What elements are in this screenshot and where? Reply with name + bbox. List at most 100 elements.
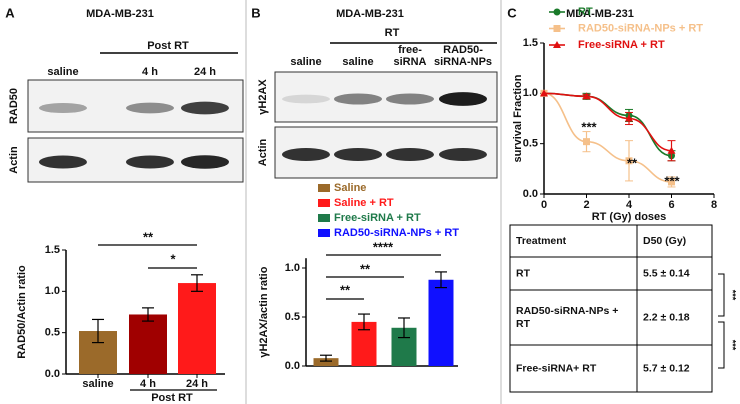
legend-label: RAD50-siRNA-NPs + RT <box>578 22 703 34</box>
legend-swatch <box>318 229 330 237</box>
series-line <box>543 92 672 183</box>
lane-label: free- <box>398 44 422 56</box>
table-border <box>509 224 713 393</box>
point <box>583 138 590 146</box>
significance-label: *** <box>728 290 738 301</box>
x-tick-label: 4 h <box>140 378 156 390</box>
significance-label: ** <box>627 155 638 170</box>
significance-label: *** <box>664 173 680 188</box>
legend-label: Saline + RT <box>334 197 394 209</box>
legend-label: Free-siRNA + RT <box>334 212 421 224</box>
x-tick-label: 4 <box>626 199 633 211</box>
significance-label: *** <box>728 340 738 351</box>
legend-label: Saline <box>334 182 366 194</box>
table-cell: 2.2 ± 0.18 <box>643 311 690 323</box>
group-label: Post RT <box>147 40 189 52</box>
legend-marker <box>553 41 561 48</box>
legend-marker <box>553 25 561 32</box>
bar <box>129 314 167 374</box>
lane-label: saline <box>342 56 373 68</box>
table-cell: RAD50-siRNA-NPs + <box>516 305 618 317</box>
legend-label: RAD50-siRNA-NPs + RT <box>334 227 459 239</box>
point <box>625 114 633 122</box>
y-tick-label: 1.0 <box>285 262 300 274</box>
point <box>625 157 633 165</box>
point <box>667 146 676 154</box>
table-cell: RT <box>516 267 531 279</box>
significance-label: *** <box>581 119 597 134</box>
blot-band <box>439 92 487 106</box>
x-tick-label: saline <box>82 378 113 390</box>
legend-swatch <box>318 214 330 222</box>
point <box>668 178 675 186</box>
chart-title: MDA-MB-231 <box>566 8 634 20</box>
blot-band <box>334 147 382 162</box>
legend-swatch <box>318 184 330 192</box>
x-tick-label: 0 <box>541 199 547 211</box>
lane-label: 4 h <box>142 66 158 78</box>
y-tick-label: 0.5 <box>523 138 538 150</box>
blot-band <box>282 147 330 162</box>
x-tick-label: 24 h <box>186 378 208 390</box>
blot-band <box>39 102 87 114</box>
panel-label: C <box>507 5 517 20</box>
x-axis-label: RT (Gy) doses <box>592 211 667 223</box>
blot-band <box>126 102 174 114</box>
y-tick-label: 1.5 <box>523 37 538 49</box>
bar <box>313 358 339 366</box>
blot-title: MDA-MB-231 <box>86 8 154 20</box>
row-label: Actin <box>8 146 20 174</box>
x-tick-label: 2 <box>583 199 589 211</box>
y-tick-label: 0.0 <box>523 188 538 200</box>
y-tick-label: 0.0 <box>45 368 60 380</box>
table-cell: D50 (Gy) <box>643 235 686 247</box>
y-axis-label: survival Fraction <box>512 74 524 162</box>
blot-band <box>181 155 229 169</box>
panel-label: B <box>251 5 260 20</box>
lane-label: siRNA <box>393 56 426 68</box>
group-label: Post RT <box>151 392 193 404</box>
x-tick-label: 6 <box>668 199 674 211</box>
blot-band <box>386 93 434 105</box>
row-label: RAD50 <box>8 88 20 124</box>
blot-title: MDA-MB-231 <box>336 8 404 20</box>
y-axis-label: γH2AX/actin ratio <box>258 266 270 357</box>
series-line <box>543 92 672 152</box>
point <box>582 92 591 100</box>
row-label: γH2AX <box>257 79 269 115</box>
group-label: RT <box>385 27 400 39</box>
y-tick-label: 1.0 <box>45 285 60 297</box>
y-tick-label: 0.5 <box>45 327 60 339</box>
legend-marker <box>553 8 561 16</box>
blot-band <box>334 93 382 105</box>
significance-label: ** <box>340 282 351 297</box>
y-tick-label: 0.5 <box>285 311 300 323</box>
significance-label: * <box>170 251 176 266</box>
table-cell: 5.7 ± 0.12 <box>643 362 690 374</box>
blot-band <box>439 147 487 162</box>
lane-label: saline <box>290 56 321 68</box>
significance-label: **** <box>373 239 394 254</box>
lane-label: saline <box>47 66 78 78</box>
blot-band <box>282 94 330 104</box>
lane-label: siRNA-NPs <box>434 56 492 68</box>
bar <box>428 279 454 366</box>
y-tick-label: 0.0 <box>285 360 300 372</box>
significance-bracket <box>718 273 725 317</box>
table-cell: RT <box>516 318 531 330</box>
legend-label: Free-siRNA + RT <box>578 39 665 51</box>
y-tick-label: 1.0 <box>523 87 538 99</box>
table-cell: Treatment <box>516 235 567 247</box>
lane-label: 24 h <box>194 66 216 78</box>
legend-swatch <box>318 199 330 207</box>
x-tick-label: 8 <box>711 199 717 211</box>
table-cell: 5.5 ± 0.14 <box>643 267 690 279</box>
blot-band <box>181 101 229 115</box>
table-cell: Free-siRNA+ RT <box>516 362 597 374</box>
significance-label: ** <box>143 229 154 244</box>
y-tick-label: 1.5 <box>45 244 60 256</box>
significance-label: ** <box>360 261 371 276</box>
bar <box>178 283 216 374</box>
significance-bracket <box>718 321 725 369</box>
